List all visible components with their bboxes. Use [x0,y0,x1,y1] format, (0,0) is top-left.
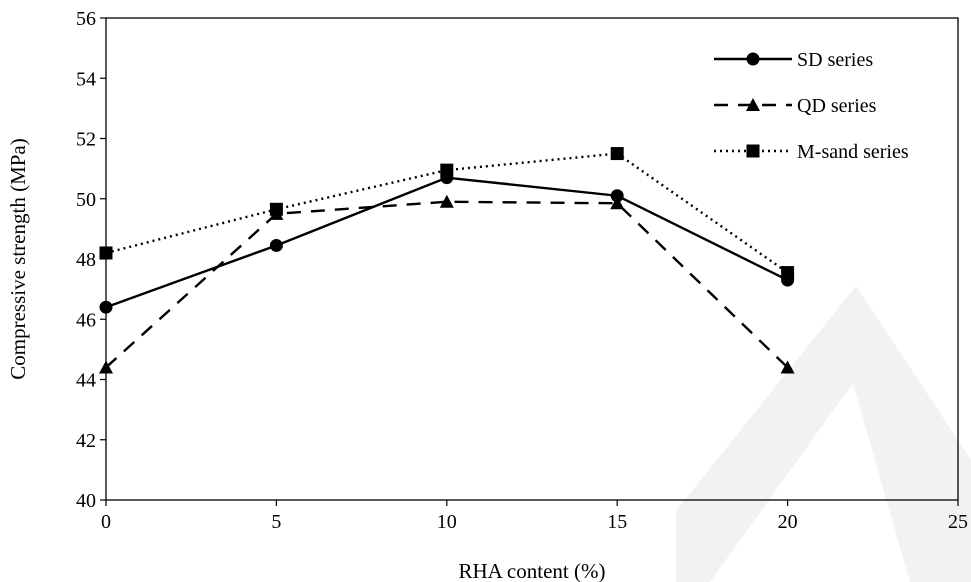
y-tick-label: 42 [76,430,96,452]
sd-series-point [610,189,624,203]
y-axis-ticks: 40 42 44 46 48 50 52 54 56 [76,8,106,512]
x-tick-label: 15 [607,511,627,533]
y-tick-label: 40 [76,490,96,512]
sd-series-point [269,238,283,252]
legend-marker-m-sand-series [746,144,760,158]
qd-series-series-group [99,194,795,374]
m-sand-series-point [99,246,113,260]
legend-marker-sd-series [746,52,760,66]
watermark-shape [676,286,971,582]
sd-series-series-group [99,171,795,314]
legend-label-sd-series: SD series [797,49,873,71]
x-tick-label: 20 [778,511,798,533]
x-tick-label: 0 [101,511,111,533]
y-tick-label: 44 [76,370,96,392]
x-axis-ticks: 0 5 10 15 20 25 [101,500,968,533]
plot-frame [105,17,959,501]
y-tick-label: 52 [76,129,96,151]
m-sand-series-series-group [99,147,795,280]
y-tick-label: 50 [76,189,96,211]
y-tick-label: 46 [76,309,96,331]
y-tick-label: 54 [76,68,96,90]
qd-series-series-line [105,200,789,369]
m-sand-series-point [269,202,283,216]
legend-label-qd-series: QD series [797,95,877,117]
qd-series-point [780,360,795,374]
qd-series-point [439,194,454,208]
sd-series-point [99,300,113,314]
m-sand-series-point [440,163,454,177]
x-tick-label: 5 [271,511,281,533]
qd-series-point [99,360,113,374]
x-axis-title: RHA content (%) [459,559,606,582]
legend: SD series QD series M-sand series [714,49,909,163]
series-layer [99,147,795,374]
m-sand-series-point [781,266,795,280]
x-tick-label: 10 [437,511,457,533]
y-tick-label: 48 [76,249,96,271]
y-tick-label: 56 [76,8,96,30]
x-tick-label: 25 [948,511,968,533]
y-axis-title: Compressive strength (MPa) [6,138,30,379]
legend-marker-qd-series [746,98,760,111]
legend-label-m-sand-series: M-sand series [797,141,909,163]
plot-area-border [105,17,959,501]
qd-series-point [610,196,625,210]
watermark [676,286,971,582]
m-sand-series-point [610,147,624,161]
